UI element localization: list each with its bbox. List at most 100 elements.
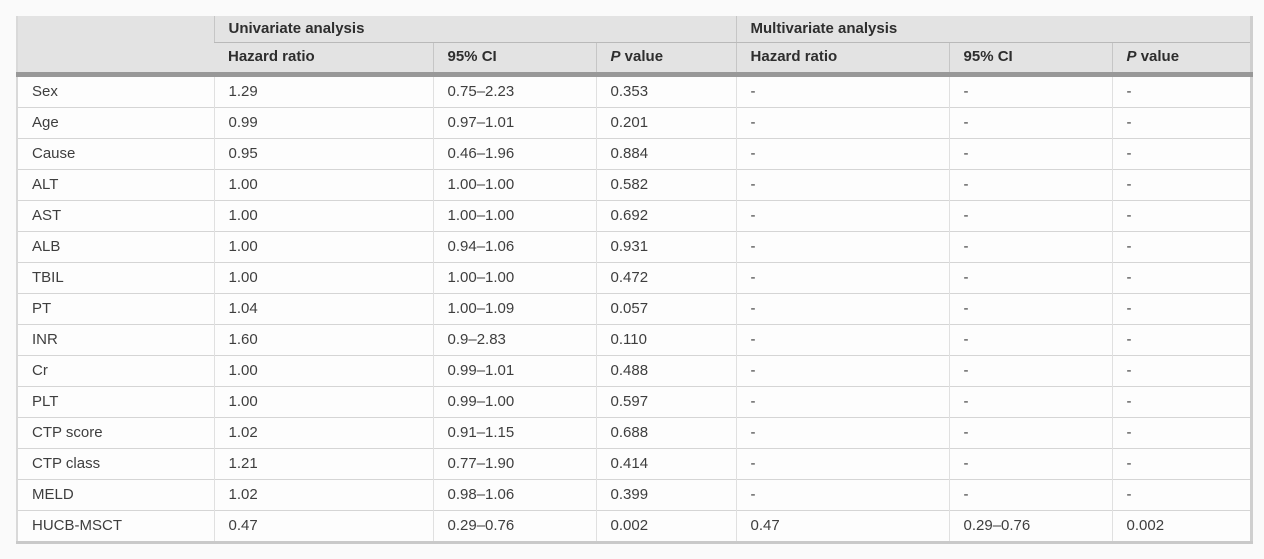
uni-hazard-ratio-cell: 1.02 [213,479,433,511]
p-rest: value [1136,48,1180,65]
row-label: CTP score [17,417,214,449]
multi-ci-header: 95% CI [948,42,1113,77]
uni-ci-cell: 0.97–1.01 [432,107,596,139]
uni-ci-cell: 1.00–1.00 [432,262,596,294]
multi-ci-cell: - [948,448,1113,480]
uni-p-value-cell: 0.472 [595,262,737,294]
uni-p-value-cell: 0.353 [595,74,737,108]
uni-p-value-cell: 0.582 [595,169,737,201]
table-row: PLT 1.00 0.99–1.00 0.597 - - - [17,386,1252,418]
multi-ci-cell: - [948,262,1113,294]
row-label: Cr [17,355,214,387]
multi-p-value-cell: - [1111,386,1252,418]
uni-p-value-cell: 0.692 [595,200,737,232]
multi-p-value-cell: - [1111,231,1252,263]
uni-hazard-ratio-cell: 0.95 [213,138,433,170]
table-row: ALT 1.00 1.00–1.00 0.582 - - - [17,169,1252,201]
table-header: Univariate analysis Multivariate analysi… [17,16,1252,77]
table-frame: Univariate analysis Multivariate analysi… [16,16,1253,544]
uni-hazard-ratio-cell: 1.29 [213,74,433,108]
uni-p-value-cell: 0.488 [595,355,737,387]
multi-p-value-cell: 0.002 [1111,510,1252,543]
row-label: TBIL [17,262,214,294]
uni-ci-cell: 0.46–1.96 [432,138,596,170]
multi-ci-cell: - [948,74,1113,108]
uni-hazard-ratio-cell: 1.00 [213,169,433,201]
uni-ci-cell: 1.00–1.00 [432,169,596,201]
uni-p-value-cell: 0.597 [595,386,737,418]
row-label: ALT [17,169,214,201]
multi-p-value-cell: - [1111,355,1252,387]
uni-hazard-ratio-cell: 1.00 [213,262,433,294]
p-italic: P [1126,48,1137,65]
uni-hazard-ratio-cell: 0.99 [213,107,433,139]
uni-ci-cell: 1.00–1.00 [432,200,596,232]
table-row: Age 0.99 0.97–1.01 0.201 - - - [17,107,1252,139]
uni-ci-header: 95% CI [432,42,596,77]
table-body: Sex 1.29 0.75–2.23 0.353 - - - Age 0.99 … [17,74,1252,543]
row-label: PT [17,293,214,325]
multi-ci-cell: - [948,200,1113,232]
table-row: CTP class 1.21 0.77–1.90 0.414 - - - [17,448,1252,480]
uni-p-value-cell: 0.399 [595,479,737,511]
multi-hazard-ratio-cell: - [735,169,950,201]
multi-hazard-ratio-cell: - [735,107,950,139]
uni-hazard-ratio-header: Hazard ratio [214,42,433,77]
multi-ci-cell: 0.29–0.76 [948,510,1113,543]
p-rest: value [620,48,664,65]
multi-p-value-cell: - [1111,262,1252,294]
uni-ci-cell: 0.29–0.76 [432,510,596,543]
table-row: INR 1.60 0.9–2.83 0.110 - - - [17,324,1252,356]
p-italic: P [610,48,621,65]
row-label: Age [17,107,214,139]
uni-hazard-ratio-cell: 1.00 [213,200,433,232]
table-row: CTP score 1.02 0.91–1.15 0.688 - - - [17,417,1252,449]
univariate-group-header: Univariate analysis [213,16,737,43]
row-label: Cause [17,138,214,170]
multi-ci-cell: - [948,169,1113,201]
multi-p-value-cell: - [1111,169,1252,201]
multi-hazard-ratio-cell: - [735,324,950,356]
table-row: HUCB-MSCT 0.47 0.29–0.76 0.002 0.47 0.29… [17,510,1252,543]
multi-ci-cell: - [948,293,1113,325]
multi-hazard-ratio-cell: - [735,138,950,170]
row-label: HUCB-MSCT [17,510,214,543]
uni-hazard-ratio-cell: 0.47 [213,510,433,543]
uni-hazard-ratio-cell: 1.02 [213,417,433,449]
corner-cell [17,16,214,77]
multi-p-value-cell: - [1111,417,1252,449]
table-row: ALB 1.00 0.94–1.06 0.931 - - - [17,231,1252,263]
uni-p-value-cell: 0.414 [595,448,737,480]
row-label: Sex [17,74,214,108]
multi-hazard-ratio-cell: - [735,200,950,232]
multi-p-value-cell: - [1111,448,1252,480]
uni-p-value-cell: 0.057 [595,293,737,325]
row-label: PLT [17,386,214,418]
group-header-row: Univariate analysis Multivariate analysi… [17,16,1252,77]
multi-ci-cell: - [948,417,1113,449]
multivariate-group-header: Multivariate analysis [735,16,1252,43]
uni-ci-cell: 0.75–2.23 [432,74,596,108]
multi-hazard-ratio-cell: - [735,355,950,387]
uni-p-value-cell: 0.110 [595,324,737,356]
multi-ci-cell: - [948,231,1113,263]
multi-ci-cell: - [948,479,1113,511]
multi-hazard-ratio-cell: 0.47 [735,510,950,543]
multi-p-value-cell: - [1111,293,1252,325]
multi-hazard-ratio-header: Hazard ratio [735,42,950,77]
uni-ci-cell: 0.99–1.00 [432,386,596,418]
uni-ci-cell: 0.94–1.06 [432,231,596,263]
uni-p-value-cell: 0.884 [595,138,737,170]
row-label: ALB [17,231,214,263]
row-label: CTP class [17,448,214,480]
uni-ci-cell: 0.91–1.15 [432,417,596,449]
table-row: TBIL 1.00 1.00–1.00 0.472 - - - [17,262,1252,294]
hazard-analysis-table: Univariate analysis Multivariate analysi… [16,16,1253,544]
multi-p-value-header: P value [1111,42,1252,77]
uni-ci-cell: 0.99–1.01 [432,355,596,387]
multi-p-value-cell: - [1111,324,1252,356]
row-label: AST [17,200,214,232]
multi-ci-cell: - [948,107,1113,139]
multi-hazard-ratio-cell: - [735,386,950,418]
multi-hazard-ratio-cell: - [735,293,950,325]
